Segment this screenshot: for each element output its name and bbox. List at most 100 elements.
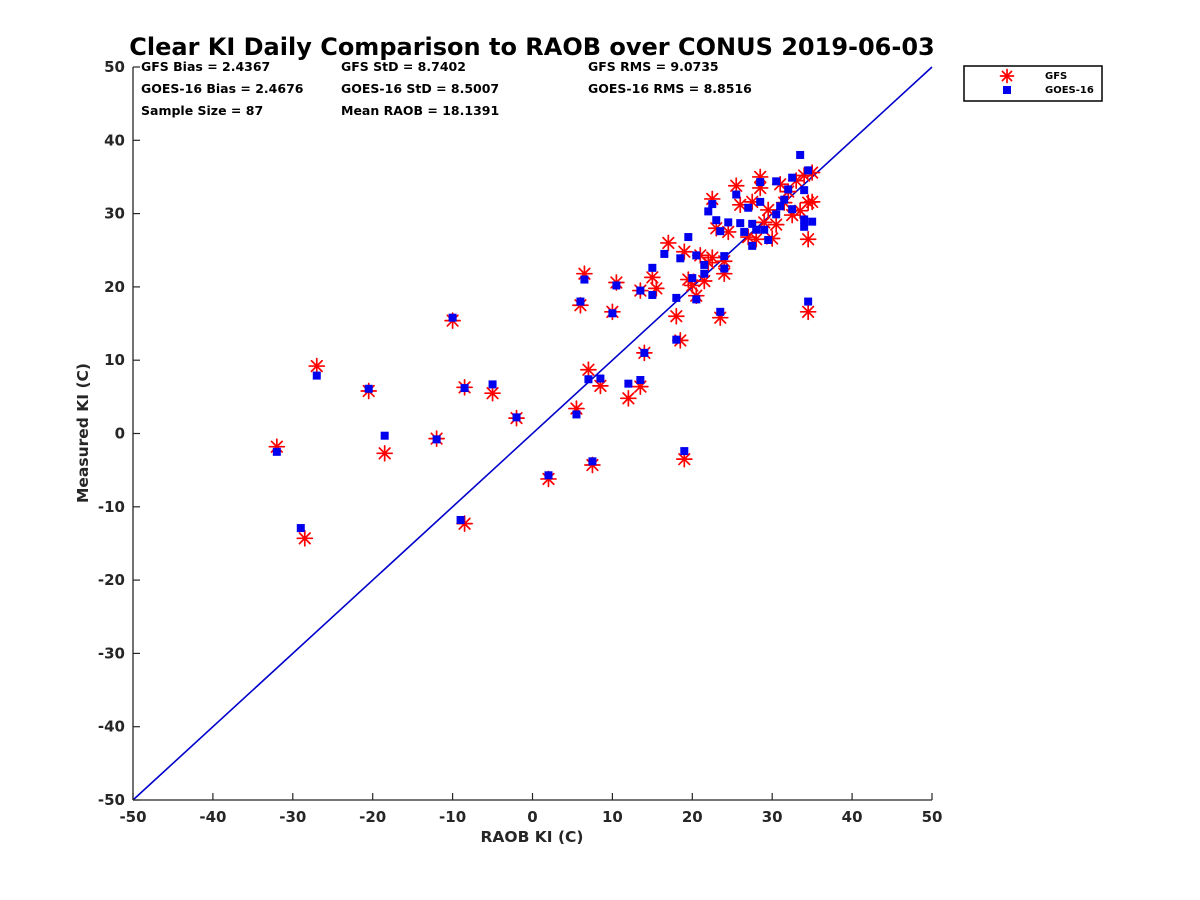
stat-goes-bias: GOES-16 Bias = 2.4676: [141, 81, 304, 96]
y-axis-label: Measured KI (C): [74, 363, 92, 503]
goes16-point: [804, 297, 813, 306]
goes16-point: [572, 410, 581, 419]
gfs-point: [703, 249, 721, 266]
goes16-point: [272, 447, 281, 456]
stat-gfs-bias: GFS Bias = 2.4367: [141, 59, 270, 74]
gfs-point: [767, 216, 785, 233]
goes16-point: [800, 186, 809, 195]
goes16-point: [684, 233, 693, 242]
y-tick-label: -50: [98, 791, 125, 809]
gfs-point: [308, 357, 326, 375]
y-tick-label: 30: [104, 205, 125, 223]
x-tick-label: 0: [527, 808, 537, 826]
goes16-point: [636, 375, 645, 384]
y-tick-label: -10: [98, 498, 125, 516]
goes16-point: [744, 203, 753, 212]
goes16-point: [448, 313, 457, 322]
chart-title: Clear KI Daily Comparison to RAOB over C…: [129, 33, 935, 61]
stat-gfs-rms: GFS RMS = 9.0735: [588, 59, 719, 74]
x-tick-label: 10: [602, 808, 623, 826]
goes16-point: [692, 251, 701, 260]
goes16-point: [736, 219, 745, 228]
goes16-point: [752, 225, 761, 234]
legend-goes16-label: GOES-16: [1045, 85, 1094, 96]
goes16-point: [748, 241, 757, 250]
gfs-point: [759, 201, 777, 219]
gfs-point: [659, 234, 677, 252]
goes16-point: [296, 524, 305, 533]
goes16-point: [772, 210, 781, 219]
goes16-point: [692, 295, 701, 304]
x-tick-label: 40: [842, 808, 863, 826]
y-tick-label: -20: [98, 571, 125, 589]
goes16-point: [588, 457, 597, 466]
goes16-point: [544, 471, 553, 480]
goes16-point: [676, 254, 685, 263]
goes16-point: [748, 219, 757, 228]
goes16-point: [724, 218, 733, 227]
series-goes16: [272, 150, 817, 533]
goes16-point: [804, 166, 813, 175]
one-to-one-line: [132, 66, 933, 801]
goes16-point: [680, 447, 689, 456]
legend-box: [963, 65, 1103, 102]
y-tick-label: -30: [98, 644, 125, 662]
goes16-point: [432, 435, 441, 444]
y-tick-label: 40: [104, 131, 125, 149]
x-tick-label: -30: [279, 808, 306, 826]
x-ticks: -50 -40 -30 -20 -10 0 10 20 30 40 50: [119, 793, 942, 826]
gfs-point: [296, 529, 314, 547]
goes16-point: [624, 379, 633, 388]
goes16-point: [512, 413, 521, 422]
goes16-point: [580, 275, 589, 284]
goes16-point: [800, 222, 809, 231]
goes16-point: [648, 290, 657, 299]
x-tick-label: 50: [922, 808, 943, 826]
goes16-point: [648, 263, 657, 272]
goes16-point: [740, 227, 749, 236]
y-tick-label: 50: [104, 58, 125, 76]
x-tick-label: -10: [439, 808, 466, 826]
goes16-point: [776, 202, 785, 211]
x-axis-label: RAOB KI (C): [480, 828, 583, 846]
y-ticks: 50 40 30 20 10 0 -10 -20 -30 -40 -50: [98, 58, 140, 809]
goes16-point: [700, 260, 709, 269]
goes16-point: [760, 225, 769, 234]
goes16-point: [708, 200, 717, 209]
goes16-point: [608, 309, 617, 318]
gfs-point: [580, 361, 597, 379]
goes16-point: [700, 269, 709, 278]
legend-gfs-label: GFS: [1045, 71, 1067, 82]
y-tick-label: 20: [104, 278, 125, 296]
gfs-point: [667, 307, 685, 325]
goes16-point: [364, 384, 373, 393]
goes16-point: [576, 297, 585, 306]
legend-goes16-marker: [1003, 86, 1011, 94]
stat-goes-rms: GOES-16 RMS = 8.8516: [588, 81, 752, 96]
goes16-point: [596, 374, 605, 383]
x-tick-label: -20: [359, 808, 386, 826]
goes16-point: [672, 335, 681, 344]
goes16-point: [732, 190, 741, 199]
goes16-point: [788, 205, 797, 214]
goes16-point: [456, 515, 465, 524]
goes16-point: [584, 375, 593, 384]
goes16-point: [712, 216, 721, 225]
stat-sample-size: Sample Size = 87: [141, 103, 263, 118]
x-tick-label: 20: [682, 808, 703, 826]
gfs-point: [376, 444, 394, 462]
goes16-point: [488, 380, 497, 389]
gfs-point: [799, 230, 817, 248]
gfs-point: [643, 269, 661, 286]
legend: GFS GOES-16: [963, 65, 1103, 102]
goes16-point: [640, 348, 649, 357]
goes16-point: [808, 217, 817, 226]
goes16-point: [720, 252, 729, 261]
goes16-point: [688, 274, 697, 283]
y-tick-label: 10: [104, 351, 125, 369]
goes16-point: [756, 197, 765, 206]
goes16-point: [800, 215, 809, 224]
stat-goes-std: GOES-16 StD = 8.5007: [341, 81, 499, 96]
gfs-point: [799, 303, 817, 321]
